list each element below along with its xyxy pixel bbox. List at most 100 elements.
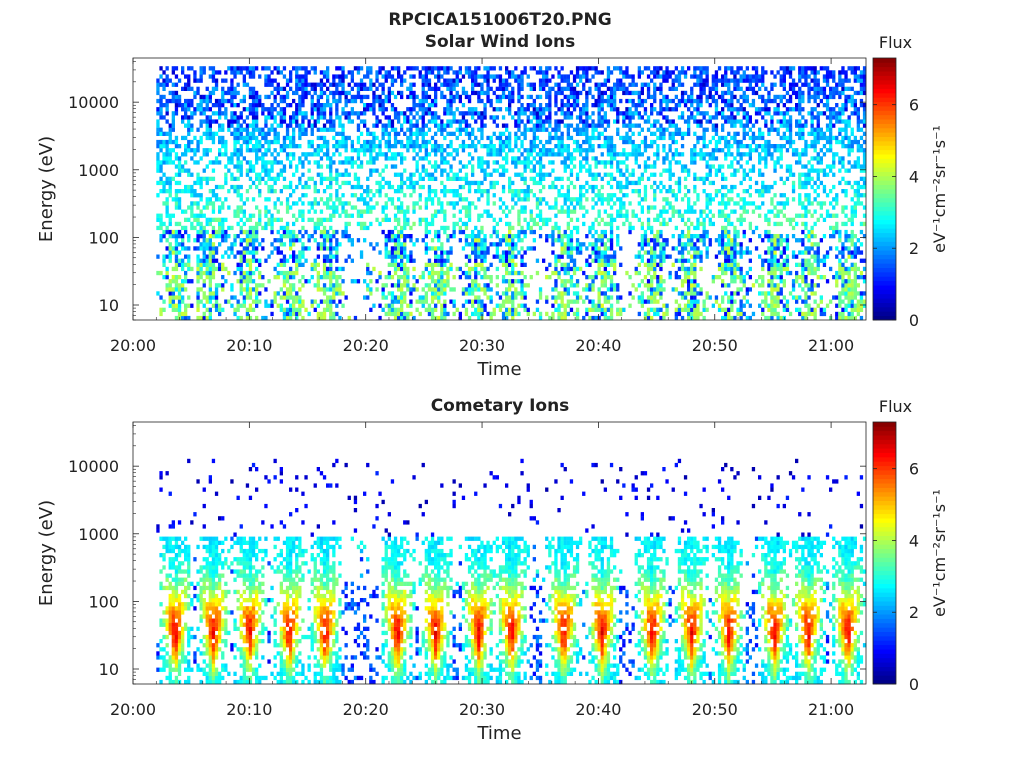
heatmap-cell [483,254,487,259]
heatmap-cell [572,78,577,83]
heatmap-cell [409,176,413,181]
heatmap-cell [440,127,444,132]
heatmap-cell [452,94,456,100]
heatmap-cell [613,103,617,108]
heatmap-cell [446,66,450,71]
heatmap-cell [415,307,419,312]
heatmap-cell [276,160,280,165]
heatmap-cell [643,229,648,235]
heatmap-cell [214,299,219,304]
heatmap-cell [162,254,166,259]
heatmap-cell [403,193,407,198]
heatmap-cell [662,311,666,317]
heatmap-cell [656,234,660,239]
heatmap-cell [400,311,404,317]
heatmap-cell [517,115,521,120]
heatmap-cell [424,307,428,312]
heatmap-cell [446,86,450,91]
heatmap-cell [477,217,481,222]
heatmap-cell [384,115,388,120]
heatmap-cell [174,164,179,169]
heatmap-cell [397,217,401,222]
heatmap-cell [208,234,212,239]
heatmap-cell [258,217,262,222]
heatmap-cell [193,74,197,79]
heatmap-cell [458,70,462,75]
heatmap-cell [356,115,361,120]
heatmap-cell [233,115,237,120]
heatmap-cell [424,201,428,206]
heatmap-cell [585,287,589,292]
heatmap-cell [424,197,428,202]
heatmap-cell [177,229,182,235]
heatmap-cell [400,152,404,157]
heatmap-cell [344,172,348,177]
heatmap-cell [477,213,481,218]
heatmap-cell [372,111,376,116]
heatmap-cell [415,160,419,165]
heatmap-cell [628,127,632,132]
heatmap-cell [174,205,179,210]
heatmap-cell [338,152,342,157]
heatmap-cell [501,275,506,280]
heatmap-cell [421,66,425,71]
heatmap-cell [603,279,607,284]
heatmap-cell [187,82,191,87]
heatmap-cell [498,98,503,104]
heatmap-cell [168,303,172,308]
heatmap-cell [628,152,632,157]
heatmap-cell [301,160,305,165]
heatmap-cell [301,98,305,104]
heatmap-cell [566,270,570,276]
heatmap-cell [508,103,512,108]
heatmap-cell [233,111,237,116]
heatmap-cell [409,299,413,304]
heatmap-cell [625,111,629,116]
heatmap-cell [415,66,419,71]
heatmap-cell [196,221,200,227]
heatmap-cell [329,127,333,132]
heatmap-cell [400,78,404,83]
heatmap-cell [572,205,577,210]
heatmap-cell [181,209,185,214]
heatmap-cell [464,123,469,128]
heatmap-cell [289,270,293,276]
heatmap-cell [659,291,663,296]
heatmap-cell [221,98,225,104]
heatmap-cell [446,144,450,149]
heatmap-cell [319,246,324,251]
heatmap-cell [181,266,185,272]
heatmap-cell [316,115,320,120]
heatmap-cell [174,258,179,263]
heatmap-cell [597,103,601,108]
heatmap-cell [622,115,626,120]
heatmap-cell [165,176,169,181]
heatmap-cell [359,111,364,116]
heatmap-cell [190,156,194,161]
heatmap-cell [653,131,657,136]
heatmap-cell [301,127,305,132]
heatmap-cell [489,287,493,292]
heatmap-cell [363,139,367,145]
heatmap-cell [202,246,206,251]
heatmap-cell [600,254,604,259]
heatmap-cell [381,123,385,128]
heatmap-cell [613,283,617,288]
heatmap-cell [480,266,484,272]
heatmap-cell [344,168,348,173]
heatmap-cell [322,127,327,132]
heatmap-cell [279,258,283,263]
heatmap-cell [267,172,271,177]
heatmap-cell [264,66,268,71]
heatmap-cell [384,295,388,300]
heatmap-cell [656,287,660,292]
heatmap-cell [344,229,348,235]
heatmap-cell [505,94,509,100]
heatmap-cell [566,115,570,120]
heatmap-cell [505,160,509,165]
heatmap-cell [196,201,200,206]
heatmap-cell [517,74,521,79]
heatmap-cell [282,315,287,321]
heatmap-cell [532,246,536,251]
